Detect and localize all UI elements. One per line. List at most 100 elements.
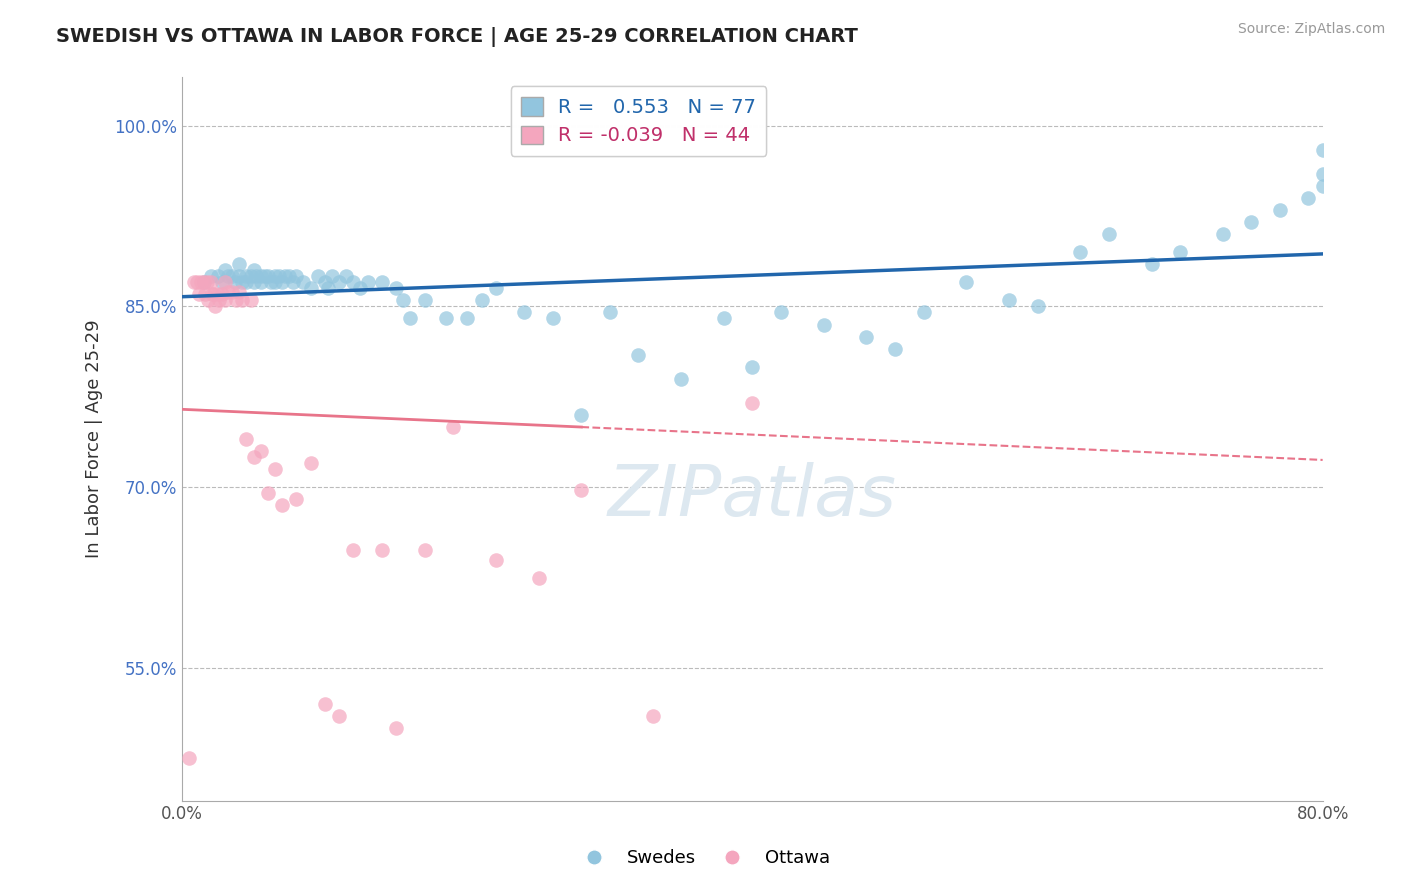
Point: [1212, 227, 1234, 241]
Point: [1069, 245, 1091, 260]
Point: [269, 269, 291, 284]
Point: [256, 269, 278, 284]
Point: [485, 281, 508, 295]
Point: [188, 287, 211, 301]
Point: [225, 293, 247, 308]
Point: [197, 293, 219, 308]
Point: [194, 287, 217, 301]
Point: [813, 318, 835, 332]
Point: [214, 263, 236, 277]
Text: ZIPatlas: ZIPatlas: [607, 462, 897, 532]
Point: [231, 276, 253, 290]
Point: [356, 276, 378, 290]
Point: [456, 311, 478, 326]
Point: [884, 342, 907, 356]
Point: [998, 293, 1021, 308]
Point: [299, 281, 322, 295]
Point: [259, 276, 281, 290]
Point: [228, 257, 250, 271]
Point: [741, 396, 763, 410]
Point: [221, 285, 243, 299]
Point: [399, 311, 422, 326]
Point: [371, 276, 394, 290]
Point: [264, 269, 287, 284]
Point: [249, 269, 271, 284]
Point: [314, 697, 336, 711]
Point: [228, 285, 250, 299]
Point: [186, 276, 208, 290]
Point: [190, 276, 212, 290]
Point: [769, 305, 792, 319]
Point: [571, 483, 593, 497]
Point: [271, 276, 294, 290]
Point: [385, 281, 408, 295]
Point: [235, 269, 257, 284]
Point: [527, 571, 550, 585]
Point: [1312, 167, 1334, 181]
Point: [193, 276, 215, 290]
Point: [249, 276, 271, 290]
Point: [1312, 143, 1334, 157]
Point: [200, 269, 222, 284]
Text: SWEDISH VS OTTAWA IN LABOR FORCE | AGE 25-29 CORRELATION CHART: SWEDISH VS OTTAWA IN LABOR FORCE | AGE 2…: [56, 27, 858, 46]
Point: [285, 269, 308, 284]
Point: [214, 293, 236, 308]
Point: [1298, 191, 1320, 205]
Point: [513, 305, 536, 319]
Point: [1268, 202, 1291, 217]
Point: [713, 311, 735, 326]
Legend: R =   0.553   N = 77, R = -0.039   N = 44: R = 0.553 N = 77, R = -0.039 N = 44: [510, 87, 766, 156]
Point: [316, 281, 339, 295]
Point: [253, 269, 276, 284]
Point: [342, 276, 364, 290]
Point: [955, 276, 977, 290]
Point: [211, 276, 233, 290]
Point: [1168, 245, 1191, 260]
Point: [239, 293, 262, 308]
Point: [485, 552, 508, 566]
Point: [207, 287, 229, 301]
Point: [278, 269, 301, 284]
Point: [204, 300, 226, 314]
Point: [627, 348, 650, 362]
Legend: Swedes, Ottawa: Swedes, Ottawa: [569, 842, 837, 874]
Point: [228, 269, 250, 284]
Point: [855, 329, 877, 343]
Point: [342, 542, 364, 557]
Point: [314, 276, 336, 290]
Point: [211, 287, 233, 301]
Point: [349, 281, 371, 295]
Point: [195, 276, 218, 290]
Point: [202, 287, 225, 301]
Point: [224, 276, 246, 290]
Point: [200, 276, 222, 290]
Point: [217, 285, 239, 299]
Point: [741, 359, 763, 374]
Point: [264, 462, 287, 476]
Point: [292, 276, 315, 290]
Point: [242, 450, 264, 464]
Point: [231, 293, 253, 308]
Y-axis label: In Labor Force | Age 25-29: In Labor Force | Age 25-29: [86, 319, 103, 558]
Point: [413, 293, 436, 308]
Point: [235, 276, 257, 290]
Point: [571, 408, 593, 422]
Point: [245, 269, 267, 284]
Point: [235, 432, 257, 446]
Point: [912, 305, 935, 319]
Point: [242, 263, 264, 277]
Point: [321, 269, 343, 284]
Point: [434, 311, 457, 326]
Point: [256, 486, 278, 500]
Point: [392, 293, 415, 308]
Point: [193, 276, 215, 290]
Point: [274, 269, 297, 284]
Point: [599, 305, 621, 319]
Point: [335, 269, 357, 284]
Point: [221, 269, 243, 284]
Point: [208, 293, 231, 308]
Point: [179, 751, 201, 765]
Point: [541, 311, 564, 326]
Point: [299, 456, 322, 470]
Point: [183, 276, 205, 290]
